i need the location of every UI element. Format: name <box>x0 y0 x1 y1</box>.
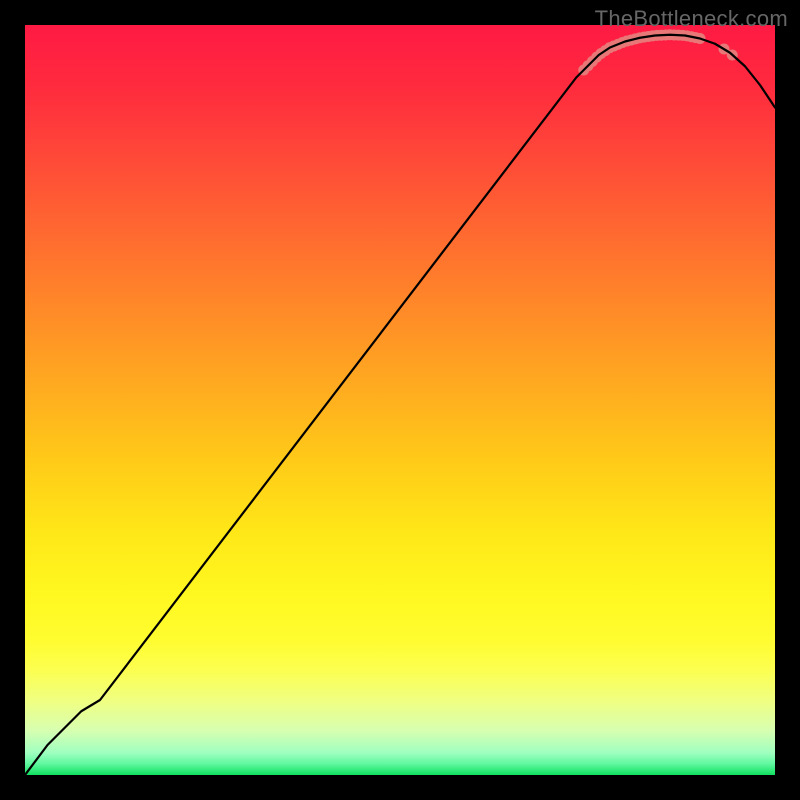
watermark-text: TheBottleneck.com <box>595 6 788 32</box>
curve-line <box>25 35 775 775</box>
chart-overlay <box>25 25 775 775</box>
chart-plot-area <box>25 25 775 775</box>
